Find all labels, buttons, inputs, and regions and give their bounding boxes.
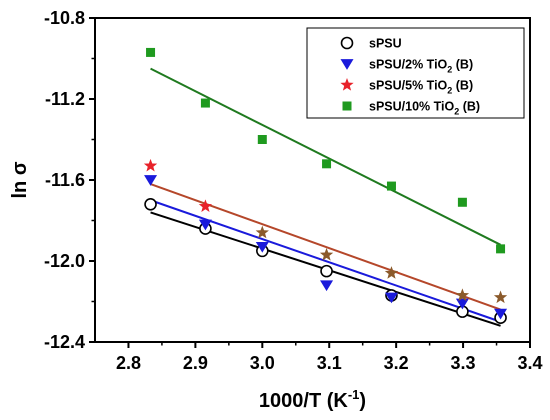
legend-marker-4 — [342, 101, 352, 111]
series-4-point — [200, 98, 210, 108]
series-2-point — [320, 280, 334, 292]
legend-marker-2 — [340, 59, 354, 70]
series-1-point — [320, 264, 333, 278]
y-tick-label: -12.0 — [44, 251, 85, 271]
x-tick-label: 2.8 — [116, 353, 141, 373]
x-tick-label: 3.1 — [317, 353, 342, 373]
legend-marker-3 — [340, 78, 354, 91]
series-4-point — [146, 47, 156, 57]
series-2-point — [144, 175, 158, 186]
legend-label-3: sPSU/5% TiO2 (B) — [369, 79, 473, 96]
y-tick-label: -11.2 — [45, 89, 85, 109]
legend-label-4: sPSU/10% TiO2 (B) — [369, 100, 480, 117]
series-1-point — [144, 198, 157, 211]
x-tick-label: 3.4 — [517, 353, 542, 373]
x-tick-label: 3.3 — [451, 353, 476, 373]
series-3-point — [384, 266, 399, 279]
legend-marker-1 — [340, 36, 354, 50]
series-3-point — [143, 158, 158, 172]
y-tick-label: -11.6 — [45, 170, 85, 190]
x-tick-label: 2.9 — [183, 353, 208, 373]
series-4-point — [457, 197, 467, 207]
series-3-point — [493, 290, 508, 304]
legend-label-1: sPSU — [369, 37, 402, 51]
series-2-point — [198, 219, 212, 231]
series-2-point — [255, 241, 269, 253]
series-4-point — [496, 244, 506, 254]
fit-line-4 — [150, 67, 502, 246]
legend-label-2: sPSU/2% TiO2 (B) — [369, 58, 473, 75]
y-tick-label: -12.4 — [44, 332, 85, 352]
series-3-point — [319, 247, 334, 261]
x-axis-title: 1000/T (K-1) — [259, 387, 366, 412]
x-tick-label: 3.2 — [384, 353, 409, 373]
x-tick-label: 3.0 — [250, 353, 275, 373]
y-tick-label: -10.8 — [44, 8, 85, 28]
series-4-point — [257, 135, 267, 144]
fit-line-3 — [150, 183, 501, 311]
y-axis-title: ln σ — [9, 161, 31, 198]
series-3-point — [455, 288, 470, 302]
series-3-point — [255, 225, 269, 239]
series-3-point — [198, 199, 213, 212]
series-2-point — [384, 292, 398, 304]
series-4-point — [322, 159, 332, 169]
series-2-point — [455, 298, 469, 310]
series-2-point — [494, 308, 508, 320]
series-4-point — [386, 181, 396, 191]
